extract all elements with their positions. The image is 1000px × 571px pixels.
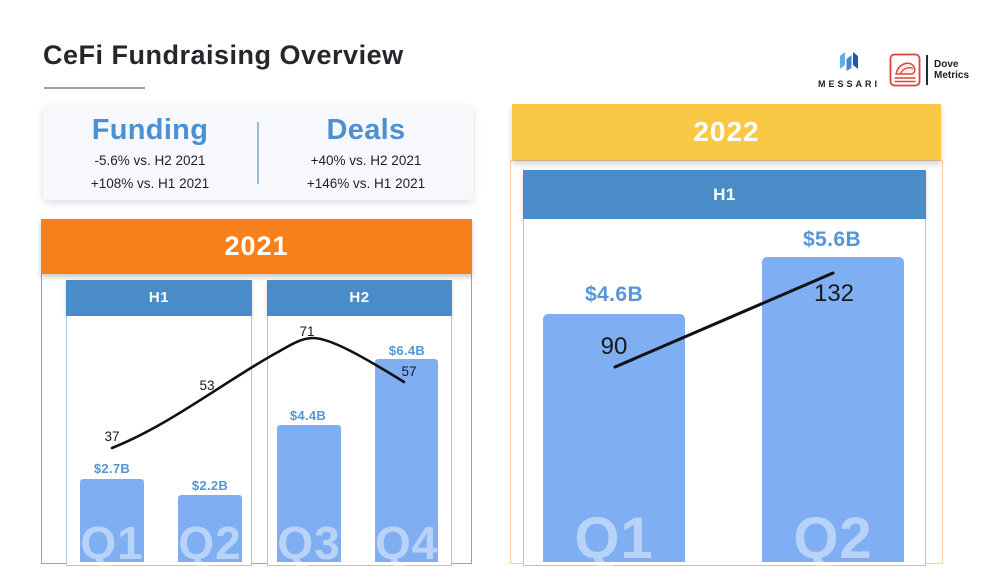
year-banner-2022: 2022 [512,104,941,160]
deals-vs-h2: +40% vs. H2 2021 [310,152,422,168]
messari-wordmark: MESSARI [817,79,880,89]
bar-2021-q2: Q2 [178,495,242,566]
summary-card: Funding -5.6% vs. H2 2021 +108% vs. H1 2… [43,105,473,200]
funding-label-2021-q4: $6.4B [388,343,426,358]
bar-2021-q3: Q3 [277,425,341,566]
messari-icon [840,52,858,71]
funding-label-2021-q3: $4.4B [289,408,327,423]
page-title: CeFi Fundraising Overview [43,40,404,70]
half-header-2021-h1: H1 [66,280,252,316]
funding-title: Funding [91,113,209,146]
bar-quarter-label: Q4 [375,517,439,569]
funding-summary: Funding -5.6% vs. H2 2021 +108% vs. H1 2… [43,115,257,191]
funding-label-2022-q1: $4.6B [584,283,644,306]
bar-quarter-label: Q1 [574,506,654,571]
deals-label-2021-q4: 57 [401,364,417,379]
bar-2021-q4: Q4 [375,359,438,566]
half-header-2022-h1: H1 [523,170,926,219]
dove-wordmark-line1: Dove [934,59,959,70]
deals-label-2021-q1: 37 [104,429,120,444]
deals-label-2021-q2: 53 [199,378,215,393]
messari-logo: MESSARI [812,50,886,92]
funding-label-2021-q2: $2.2B [191,478,229,493]
bar-quarter-label: Q2 [178,517,242,569]
dove-logo-divider [926,55,928,85]
deals-title: Deals [326,113,406,146]
dove-metrics-icon [889,53,921,87]
bar-quarter-label: Q1 [80,517,144,569]
title-underline [44,87,145,89]
year-banner-2021: 2021 [41,219,472,274]
deals-summary: Deals +40% vs. H2 2021 +146% vs. H1 2021 [259,115,473,191]
deals-label-2021-q3: 71 [299,324,315,339]
funding-label-2022-q2: $5.6B [802,228,862,251]
deals-label-2022-q1: 90 [600,333,628,360]
bar-quarter-label: Q3 [277,517,341,569]
dove-metrics-logo: Dove Metrics [889,53,969,87]
bar-quarter-label: Q2 [793,506,873,571]
funding-vs-h1: +108% vs. H1 2021 [90,175,210,191]
dove-wordmark-line2: Metrics [934,70,970,81]
half-header-2021-h2: H2 [267,280,452,316]
funding-label-2021-q1: $2.7B [93,461,131,476]
funding-vs-h2: -5.6% vs. H2 2021 [94,152,206,168]
bar-2021-q1: Q1 [80,479,144,566]
deals-label-2022-q2: 132 [813,280,855,307]
deals-vs-h1: +146% vs. H1 2021 [306,175,426,191]
summary-divider [257,121,259,184]
